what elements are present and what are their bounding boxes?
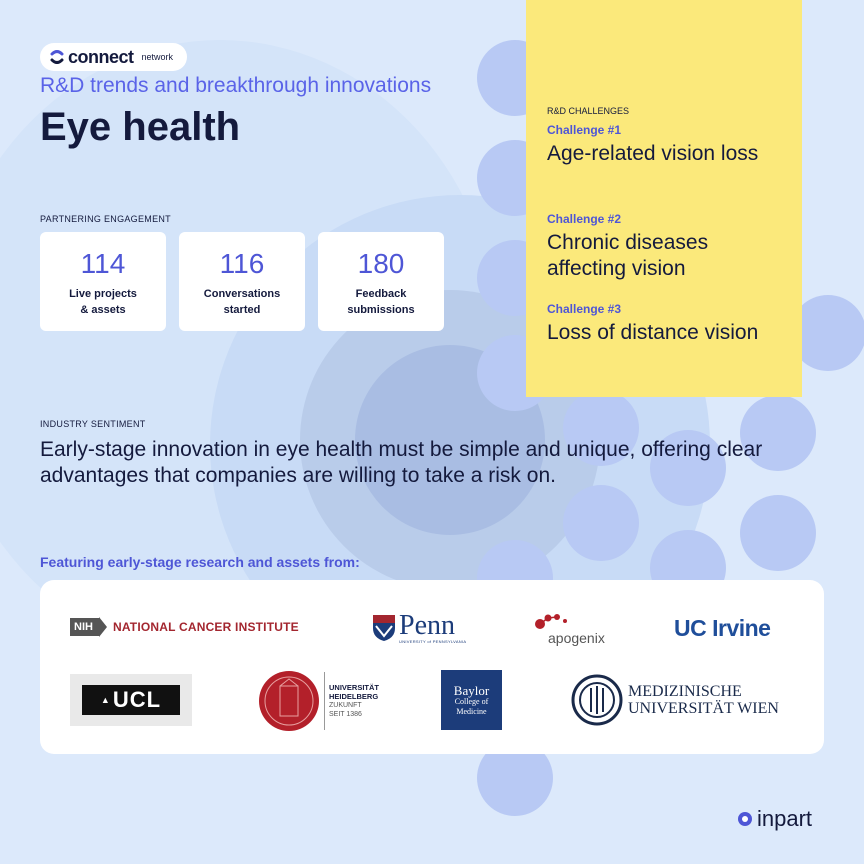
nih-arrow-icon — [98, 617, 107, 637]
ucl-dome-icon: ▲ — [100, 695, 110, 705]
inpart-logo: inpart — [737, 806, 812, 832]
meduni-wien-logo: MEDIZINISCHE UNIVERSITÄT WIEN — [571, 674, 779, 726]
nih-badge: NIH — [70, 618, 99, 636]
uc-irvine-logo: UC Irvine — [674, 615, 771, 642]
sentiment-label: INDUSTRY SENTIMENT — [40, 419, 146, 429]
decor-dot — [790, 295, 864, 371]
challenge-text: Chronic diseases affecting vision — [547, 231, 709, 280]
uc-irvine-name: UC Irvine — [674, 615, 771, 641]
heidelberg-line: ZUKUNFT — [329, 702, 362, 709]
brand-name: connect — [68, 46, 134, 67]
challenges-panel: R&D CHALLENGES Challenge #1 Age-related … — [526, 0, 802, 397]
brand-sub: network — [141, 52, 174, 62]
apogenix-name: apogenix — [548, 630, 605, 646]
heidelberg-seal-icon — [259, 671, 319, 731]
challenge-text: Loss of distance vision — [547, 321, 759, 344]
partner-logos-card: NIH NATIONAL CANCER INSTITUTE Penn UNIVE… — [40, 580, 824, 754]
stat-value: 114 — [80, 248, 126, 279]
apogenix-molecule-icon — [535, 614, 567, 629]
stat-value: 116 — [219, 248, 265, 279]
connect-logo-icon — [50, 50, 64, 64]
meduni-wien-emblem-icon — [571, 674, 623, 726]
nci-text: NATIONAL CANCER INSTITUTE — [112, 620, 299, 634]
heidelberg-line: UNIVERSITÄT — [329, 683, 380, 692]
ucl-name: UCL — [112, 687, 162, 712]
stat-label: Live projects & assets — [69, 288, 137, 316]
challenge-label: Challenge #1 — [547, 123, 622, 137]
heidelberg-line: SEIT 1386 — [329, 711, 362, 718]
challenge-text: Age-related vision loss — [547, 142, 759, 165]
baylor-line: Medicine — [456, 706, 487, 716]
stat-card: 116 Conversations started — [179, 232, 305, 331]
page-subtitle: R&D trends and breakthrough innovations — [40, 74, 432, 97]
baylor-logo: Baylor College of Medicine — [441, 670, 502, 730]
decor-dot — [563, 390, 639, 466]
decor-dot — [740, 395, 816, 471]
connect-network-logo: connect network — [40, 43, 187, 71]
decor-dot — [740, 495, 816, 571]
heidelberg-logo: UNIVERSITÄT HEIDELBERG ZUKUNFT SEIT 1386 — [258, 670, 379, 732]
meduni-wien-line: UNIVERSITÄT WIEN — [628, 700, 779, 717]
nci-logo: NIH NATIONAL CANCER INSTITUTE — [70, 617, 299, 637]
challenge-label: Challenge #2 — [547, 212, 622, 226]
inpart-logo-icon — [738, 812, 752, 826]
featuring-heading: Featuring early-stage research and asset… — [40, 554, 360, 570]
penn-sub: UNIVERSITY of PENNSYLVANIA — [399, 639, 467, 644]
stat-label: Conversations started — [203, 288, 281, 316]
stat-value: 180 — [357, 248, 405, 279]
stat-card: 114 Live projects & assets — [40, 232, 166, 331]
engagement-label: PARTNERING ENGAGEMENT — [40, 214, 171, 224]
heidelberg-line: HEIDELBERG — [329, 692, 379, 701]
sentiment-text: Early-stage innovation in eye health mus… — [40, 438, 763, 487]
challenge-label: Challenge #3 — [547, 302, 622, 316]
stat-label: Feedback submissions — [347, 288, 415, 316]
page-title: Eye health — [40, 105, 241, 149]
meduni-wien-line: MEDIZINISCHE — [628, 683, 742, 700]
baylor-line: College of — [454, 696, 489, 706]
stat-card: 180 Feedback submissions — [318, 232, 444, 331]
apogenix-logo: apogenix — [532, 612, 605, 646]
challenges-heading: R&D CHALLENGES — [547, 106, 630, 116]
decor-dot — [650, 430, 726, 506]
inpart-name: inpart — [757, 806, 813, 831]
penn-logo: Penn UNIVERSITY of PENNSYLVANIA — [372, 612, 466, 644]
penn-shield-icon — [373, 615, 395, 641]
decor-dot — [563, 485, 639, 561]
ucl-logo: ▲ UCL — [70, 674, 192, 726]
baylor-line: Baylor — [453, 682, 490, 698]
penn-name: Penn — [399, 610, 455, 641]
